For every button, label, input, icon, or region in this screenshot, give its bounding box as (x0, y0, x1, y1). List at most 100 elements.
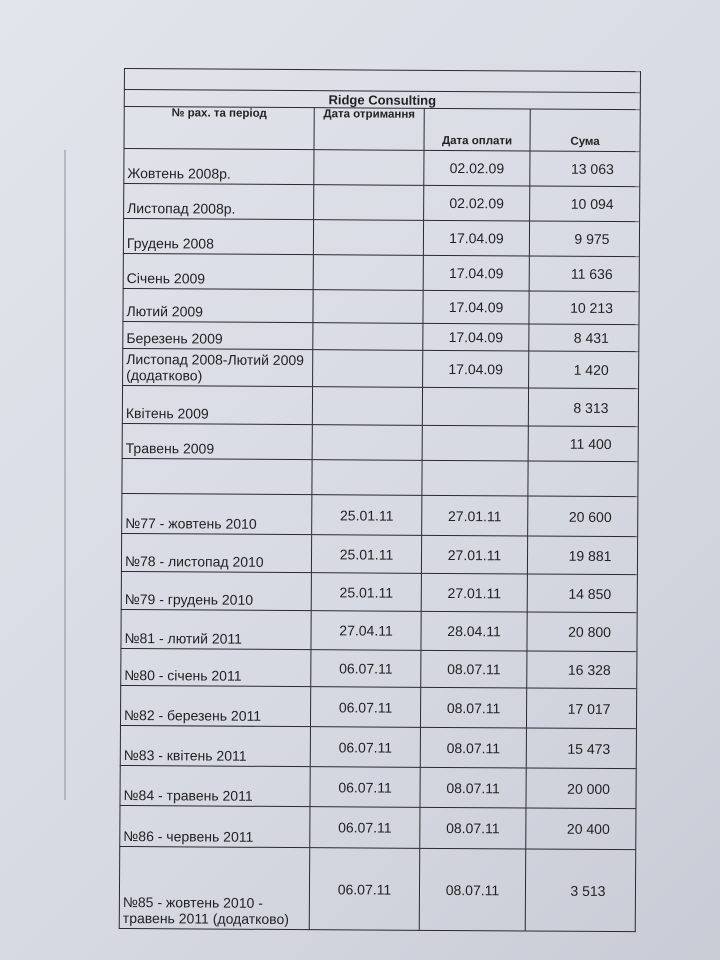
cell-amount: 20 400 (525, 807, 636, 850)
cell-period: №82 - березень 2011 (120, 685, 311, 727)
payment-table: Ridge Consulting № рах. та період Дата о… (119, 68, 641, 932)
cell-amount: 8 431 (528, 323, 639, 352)
cell-amount (527, 460, 639, 497)
cell-received-date (312, 322, 423, 351)
cell-amount: 3 513 (525, 848, 636, 932)
cell-amount: 9 975 (529, 220, 640, 257)
table-row: №84 - травень 2011 06.07.11 08.07.11 20 000 (119, 765, 637, 809)
cell-period: №85 - жовтень 2010 - травень 2011 (додат… (119, 846, 310, 930)
cell-paid-date: 27.01.11 (421, 495, 528, 536)
header-row: № рах. та період Дата отримання Дата опл… (124, 106, 641, 152)
cell-period: Листопад 2008р. (123, 183, 314, 220)
cell-period: №83 - квітень 2011 (120, 725, 311, 767)
cell-amount: 16 328 (526, 650, 637, 689)
table-row: №80 - січень 2011 06.07.11 08.07.11 16 328 (120, 648, 637, 689)
table-row: Листопад 2008-Лютий 2009 (додатково) 17.0… (122, 348, 639, 389)
cell-received-date (312, 289, 424, 324)
cell-period: Грудень 2008 (123, 218, 314, 255)
cell-period: Березень 2009 (122, 321, 313, 350)
table-row: Листопад 2008р. 02.02.09 10 094 (123, 183, 640, 222)
cell-paid-date: 08.07.11 (419, 807, 526, 849)
cell-period: №78 - листопад 2010 (121, 533, 312, 573)
cell-paid-date: 17.04.09 (422, 350, 529, 388)
cell-period (121, 458, 313, 495)
table-row (121, 458, 639, 497)
cell-paid-date: 08.07.11 (420, 727, 527, 768)
cell-amount: 13 063 (529, 150, 640, 187)
table-row: №77 - жовтень 2010 25.01.11 27.01.11 20 600 (121, 493, 638, 537)
cell-amount: 14 850 (527, 573, 638, 613)
header-period: № рах. та період (124, 106, 315, 150)
cell-amount: 20 600 (527, 495, 638, 537)
cell-amount: 10 213 (528, 290, 640, 325)
cell-paid-date: 17.04.09 (422, 290, 530, 324)
cell-paid-date: 17.04.09 (423, 255, 530, 291)
cell-received-date: 06.07.11 (310, 726, 421, 768)
cell-paid-date: 17.04.09 (422, 323, 529, 351)
table-row: №83 - квітень 2011 06.07.11 08.07.11 15 473 (120, 725, 637, 769)
cell-period: Листопад 2008-Лютий 2009 (додатково) (122, 348, 313, 387)
cell-received-date: 25.01.11 (311, 572, 422, 612)
cell-amount: 8 313 (528, 387, 639, 427)
table-row: Травень 2009 11 400 (122, 423, 639, 462)
table-row: Жовтень 2008р. 02.02.09 13 063 (123, 148, 640, 187)
cell-received-date: 25.01.11 (311, 534, 422, 574)
cell-amount: 10 094 (529, 185, 640, 222)
table-row: Березень 2009 17.04.09 8 431 (122, 321, 639, 352)
cell-received-date (313, 254, 424, 291)
table-row: Грудень 2008 17.04.09 9 975 (123, 218, 640, 257)
table-row: №85 - жовтень 2010 - травень 2011 (додат… (119, 846, 636, 932)
table-row: Квітень 2009 8 313 (122, 385, 639, 427)
cell-period: Лютий 2009 (122, 288, 314, 323)
cell-amount: 11 636 (529, 255, 640, 292)
cell-paid-date: 08.07.11 (420, 687, 527, 728)
cell-paid-date: 02.02.09 (423, 150, 531, 186)
cell-paid-date: 08.07.11 (419, 848, 526, 931)
cell-period: Травень 2009 (122, 423, 313, 460)
table-row: №78 - листопад 2010 25.01.11 27.01.11 19 88… (121, 533, 638, 575)
cell-paid-date (422, 387, 529, 426)
table-row: Лютий 2009 17.04.09 10 213 (122, 288, 640, 325)
cell-received-date: 06.07.11 (309, 806, 420, 849)
cell-received-date: 27.04.11 (310, 610, 422, 651)
table-row: Січень 2009 17.04.09 11 636 (123, 253, 640, 292)
cell-received-date (313, 219, 424, 256)
table-row: №81 - лютий 2011 27.04.11 28.04.11 20 800 (120, 609, 638, 652)
cell-received-date: 06.07.11 (309, 847, 420, 931)
cell-amount: 19 881 (527, 535, 638, 575)
page-fold-edge (64, 150, 66, 800)
cell-amount: 15 473 (526, 727, 637, 769)
cell-amount: 1 420 (528, 350, 639, 389)
cell-paid-date: 27.01.11 (421, 535, 528, 574)
cell-period: Жовтень 2008р. (123, 148, 315, 185)
cell-received-date (312, 349, 423, 388)
cell-period: №81 - лютий 2011 (120, 609, 312, 650)
cell-period: №79 - грудень 2010 (121, 571, 312, 611)
header-paid-date: Дата оплати (424, 108, 531, 151)
cell-received-date (311, 459, 423, 496)
cell-paid-date: 08.07.11 (419, 767, 527, 808)
cell-paid-date: 08.07.11 (420, 650, 527, 688)
cell-received-date (313, 184, 424, 221)
cell-received-date: 25.01.11 (311, 494, 422, 536)
cell-period: №86 - червень 2011 (119, 805, 310, 848)
cell-received-date: 06.07.11 (310, 686, 421, 728)
header-received-date: Дата отримання (314, 107, 425, 151)
payment-table-sheet: Ridge Consulting № рах. та період Дата о… (119, 68, 641, 932)
cell-paid-date: 27.01.11 (421, 573, 528, 612)
cell-period: Січень 2009 (123, 253, 314, 290)
cell-period: Квітень 2009 (122, 385, 313, 425)
header-amount: Сума (530, 108, 641, 152)
cell-amount: 20 800 (526, 611, 638, 652)
cell-period: №77 - жовтень 2010 (121, 493, 312, 535)
cell-received-date: 06.07.11 (310, 649, 421, 688)
cell-paid-date: 28.04.11 (420, 611, 528, 651)
cell-paid-date (422, 425, 529, 461)
cell-amount: 17 017 (526, 687, 637, 729)
cell-period: №84 - травень 2011 (119, 765, 311, 807)
cell-received-date (313, 149, 425, 186)
table-row: №82 - березень 2011 06.07.11 08.07.11 17 01… (120, 685, 637, 729)
cell-paid-date: 02.02.09 (423, 185, 530, 221)
cell-paid-date: 17.04.09 (423, 220, 530, 256)
cell-received-date: 06.07.11 (309, 766, 421, 808)
